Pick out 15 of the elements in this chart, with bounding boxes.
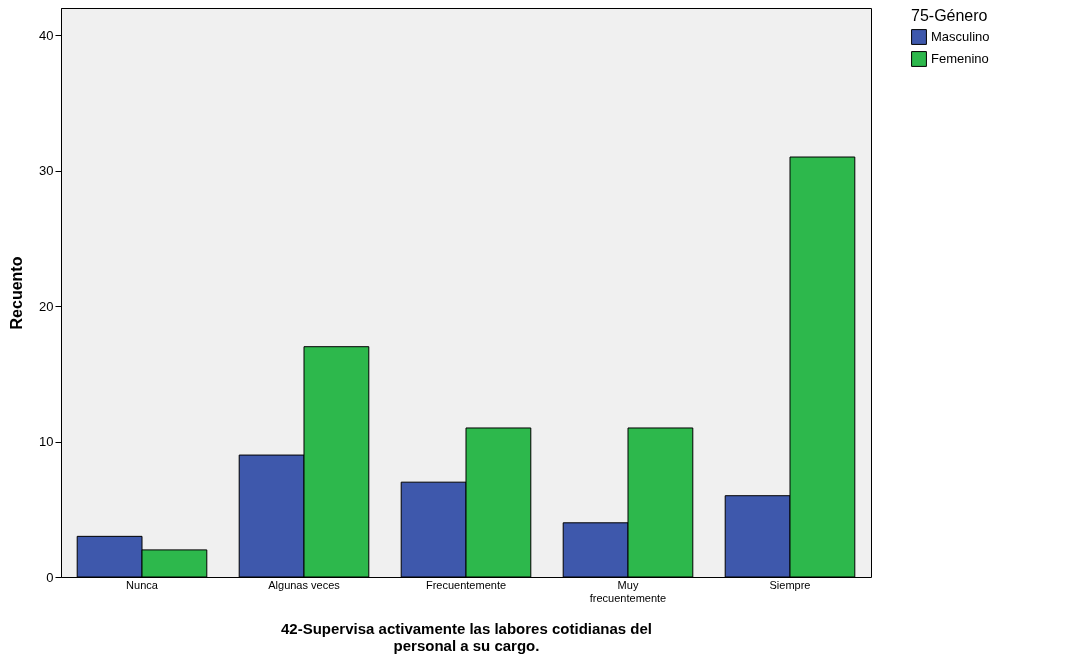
x-tick-label: Nunca: [126, 578, 159, 591]
x-tick-label: Algunas veces: [268, 578, 341, 591]
y-tick-label: 10: [39, 434, 54, 450]
y-tick-label: 0: [46, 569, 54, 585]
x-axis-title: 42-Supervisa activamente las labores cotidianas del personal a su cargo.: [280, 619, 653, 654]
x-tick-label: Muy frecuentemente: [589, 578, 667, 604]
x-tick-label: Siempre: [769, 578, 811, 591]
y-tick-label: 20: [39, 298, 54, 314]
legend-label: Masculino: [931, 29, 990, 44]
y-tick-label: 40: [39, 27, 54, 43]
legend-title: 75-Género: [911, 7, 988, 24]
x-tick-label: Frecuentemente: [425, 578, 507, 591]
legend-label: Femenino: [931, 51, 989, 66]
y-tick-label: 30: [39, 163, 54, 179]
y-axis-title: Recuento: [8, 256, 26, 330]
